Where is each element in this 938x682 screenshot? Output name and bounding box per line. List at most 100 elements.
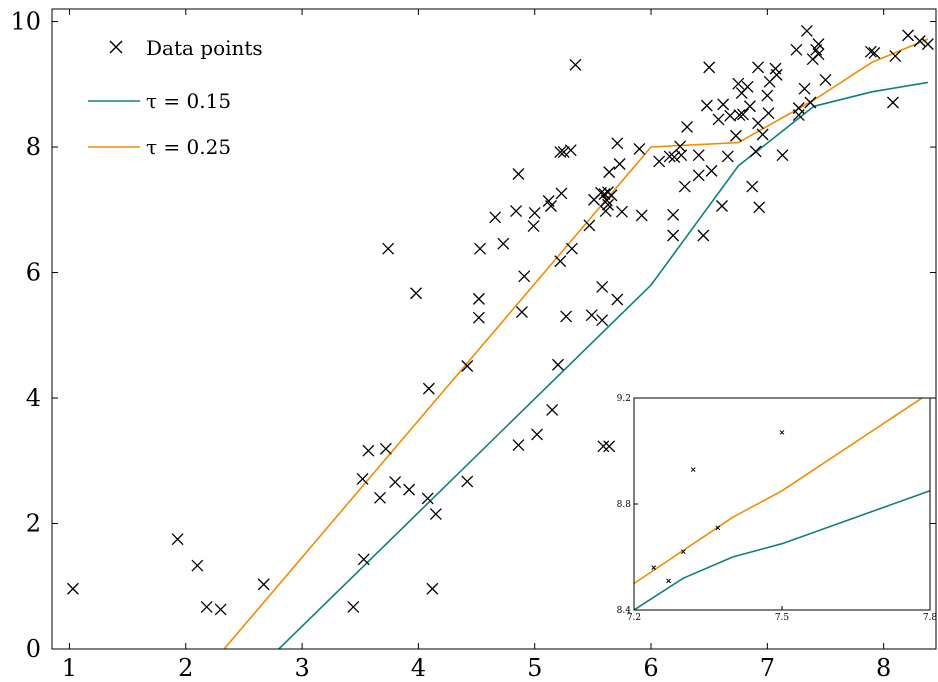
- legend-marker-points: [109, 40, 123, 54]
- inset-y-tick-label: 8.8: [617, 500, 632, 510]
- data-point: [633, 142, 646, 155]
- inset-x-tick-label: 7.5: [775, 613, 790, 623]
- data-point: [864, 45, 877, 58]
- data-point: [518, 270, 531, 283]
- data-point: [557, 146, 570, 159]
- inset-data-points: [651, 430, 785, 584]
- data-point: [819, 73, 832, 86]
- inset-data-point: [651, 565, 657, 570]
- data-point: [635, 209, 648, 222]
- data-point: [382, 242, 395, 255]
- inset-data-point: [690, 467, 696, 472]
- inset-fit-lines: [634, 398, 930, 610]
- data-point: [800, 25, 813, 37]
- data-point: [510, 205, 523, 217]
- data-point: [692, 169, 705, 182]
- legend: Data points τ = 0.15 τ = 0.25: [70, 24, 310, 170]
- data-point: [389, 476, 402, 489]
- data-point: [489, 211, 502, 224]
- inset-zoom: 7.2 7.5 7.8 8.4 8.8 9.2: [617, 394, 938, 623]
- data-point: [776, 149, 789, 162]
- data-point: [585, 309, 598, 322]
- main-axis-ticks: 1 2 3 4 5 6 7 8 0 2 4 6 8 10: [10, 8, 936, 682]
- data-point: [716, 200, 728, 212]
- data-point: [603, 166, 616, 179]
- data-point: [257, 578, 270, 591]
- inset-y-tick-label: 8.4: [617, 606, 632, 616]
- data-point: [497, 237, 510, 250]
- inset-data-point: [666, 578, 671, 584]
- data-point: [675, 149, 688, 162]
- data-point: [214, 603, 227, 616]
- data-point: [602, 198, 614, 211]
- data-point: [913, 35, 926, 47]
- data-point: [583, 219, 596, 232]
- data-point: [703, 61, 716, 74]
- data-point: [603, 440, 616, 453]
- x-tick-label: 1: [62, 654, 77, 682]
- data-point: [743, 100, 756, 113]
- data-point: [700, 99, 713, 112]
- plot-frame: [51, 8, 937, 650]
- data-point: [705, 164, 718, 177]
- x-tick-label: 8: [876, 654, 891, 682]
- data-point: [546, 403, 559, 416]
- x-tick-label: 3: [294, 654, 309, 682]
- data-point: [770, 68, 783, 81]
- y-tick-label: 6: [26, 259, 41, 287]
- data-point: [902, 29, 915, 42]
- data-point: [472, 292, 485, 305]
- data-point: [472, 311, 485, 324]
- legend-background: [70, 24, 310, 170]
- data-point: [461, 475, 474, 488]
- data-point: [887, 96, 899, 109]
- inset-axis-ticks: 7.2 7.5 7.8 8.4 8.8 9.2: [617, 394, 938, 623]
- data-point: [736, 108, 749, 121]
- data-point: [597, 440, 610, 453]
- x-tick-label: 5: [527, 654, 542, 682]
- data-point: [663, 150, 676, 163]
- x-tick-label: 7: [760, 654, 775, 682]
- data-point: [792, 109, 805, 121]
- data-point: [761, 89, 774, 102]
- inset-background: [634, 398, 930, 610]
- data-point: [171, 533, 184, 546]
- data-point: [362, 444, 375, 457]
- legend-label-tau015: τ = 0.15: [146, 89, 231, 113]
- data-point: [692, 149, 705, 162]
- data-point: [555, 187, 568, 200]
- data-point: [374, 491, 386, 504]
- y-tick-label: 2: [26, 510, 41, 538]
- data-point: [613, 158, 626, 170]
- data-point: [798, 82, 811, 95]
- data-point: [605, 189, 618, 202]
- inset-x-tick-label: 7.8: [923, 613, 938, 623]
- inset-x-tick-label: 7.2: [627, 613, 641, 623]
- data-point: [531, 428, 543, 441]
- data-point: [812, 38, 825, 51]
- data-point: [741, 80, 754, 93]
- data-point: [565, 242, 578, 255]
- y-tick-label: 4: [26, 384, 41, 412]
- data-point: [756, 128, 769, 141]
- fit-line-tau025: [223, 38, 929, 649]
- data-point: [564, 144, 577, 157]
- data-point: [461, 360, 474, 372]
- data-point: [560, 310, 573, 323]
- data-point: [545, 200, 557, 212]
- fit-line-tau015: [278, 81, 929, 649]
- data-point: [611, 137, 624, 150]
- data-point: [426, 582, 439, 595]
- data-point: [421, 492, 434, 505]
- legend-label-tau025: τ = 0.25: [146, 135, 231, 159]
- data-point: [721, 150, 734, 163]
- data-point: [596, 314, 609, 327]
- data-point: [429, 508, 442, 521]
- data-point: [749, 145, 762, 158]
- data-point: [422, 382, 435, 395]
- data-point: [732, 77, 745, 90]
- data-point: [528, 206, 541, 219]
- inset-y-tick-label: 9.2: [617, 394, 631, 404]
- data-point: [746, 180, 759, 193]
- data-point: [668, 151, 681, 164]
